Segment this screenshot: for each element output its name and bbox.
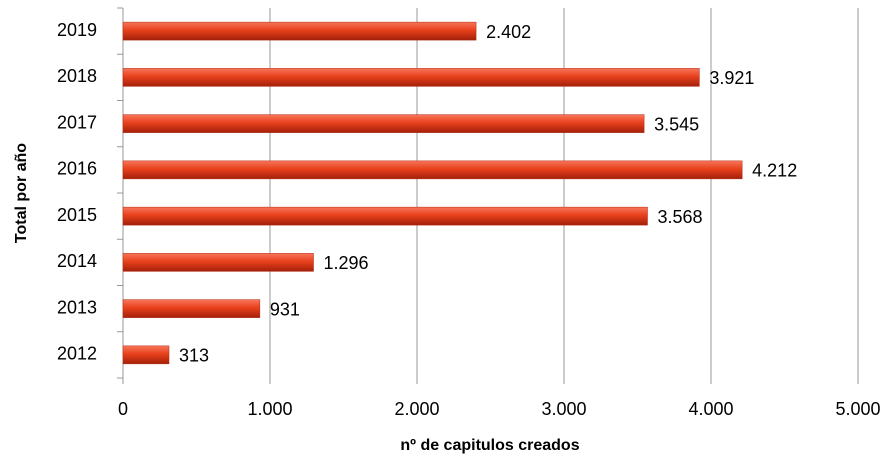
- y-tick-label: 2018: [57, 66, 97, 86]
- y-tick-label: 2012: [57, 344, 97, 364]
- data-label: 4.212: [752, 161, 797, 181]
- data-label: 3.568: [657, 207, 702, 227]
- y-tick-label: 2015: [57, 205, 97, 225]
- bar: [122, 160, 743, 180]
- bar: [122, 206, 648, 226]
- bar: [122, 253, 314, 272]
- y-tick-label: 2017: [57, 112, 97, 132]
- y-tick-label: 2016: [57, 159, 97, 179]
- x-tick-label: 3.000: [541, 399, 586, 419]
- data-label: 931: [270, 299, 300, 319]
- data-label: 3.545: [654, 114, 699, 134]
- data-label: 313: [179, 346, 209, 366]
- data-label: 2.402: [486, 22, 531, 42]
- bar: [122, 21, 477, 41]
- x-tick-label: 5.000: [835, 399, 880, 419]
- y-tick-label: 2019: [57, 20, 97, 40]
- data-label: 3.921: [709, 68, 754, 88]
- x-tick-label: 1.000: [247, 399, 292, 419]
- x-tick-label: 4.000: [688, 399, 733, 419]
- y-tick-label: 2014: [57, 251, 97, 271]
- x-axis-title: nº de capitulos creados: [400, 437, 579, 454]
- x-tick-label: 0: [118, 399, 128, 419]
- y-axis-title: Total por año: [13, 143, 30, 243]
- bar: [122, 114, 645, 133]
- bar: [122, 345, 170, 365]
- data-label: 1.296: [324, 253, 369, 273]
- y-tick-label: 2013: [57, 297, 97, 317]
- bar: [122, 299, 261, 318]
- bar: [122, 68, 700, 87]
- x-tick-label: 2.000: [394, 399, 439, 419]
